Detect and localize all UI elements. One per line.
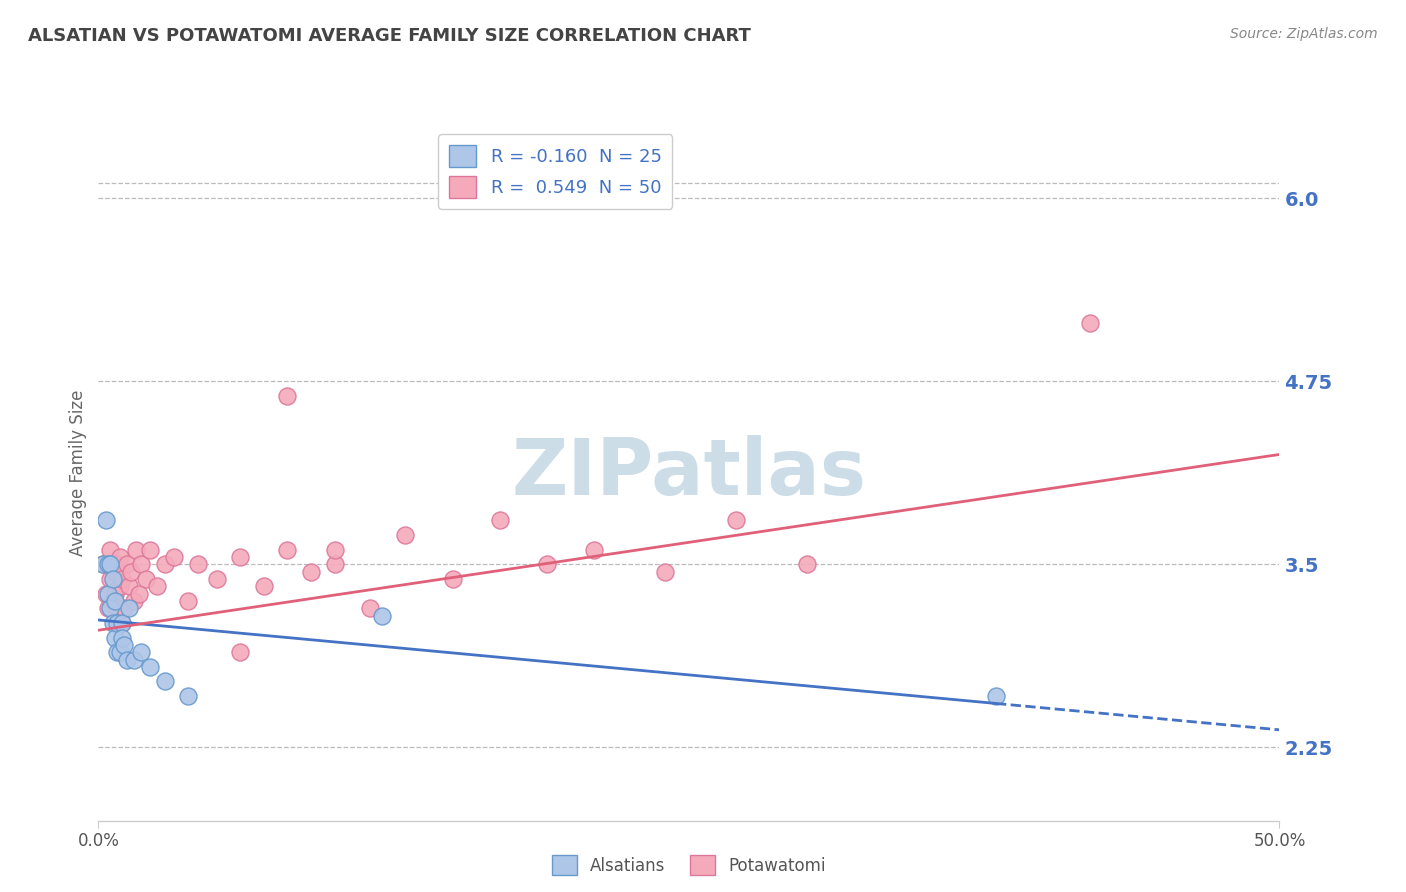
- Point: [91, 558, 114, 572]
- Point: [229, 549, 252, 564]
- Point: [108, 579, 131, 593]
- Point: [187, 558, 209, 572]
- Point: [583, 542, 606, 557]
- Point: [125, 542, 148, 557]
- Point: [276, 389, 298, 403]
- Point: [205, 572, 228, 586]
- Point: [94, 513, 117, 527]
- Y-axis label: Average Family Size: Average Family Size: [69, 390, 87, 556]
- Text: Source: ZipAtlas.com: Source: ZipAtlas.com: [1230, 27, 1378, 41]
- Legend: Alsatians, Potawatomi: Alsatians, Potawatomi: [546, 848, 832, 882]
- Point: [135, 572, 157, 586]
- Point: [91, 558, 114, 572]
- Point: [229, 645, 252, 659]
- Point: [323, 558, 346, 572]
- Point: [111, 572, 134, 586]
- Point: [359, 601, 381, 615]
- Point: [122, 652, 145, 666]
- Point: [654, 565, 676, 579]
- Point: [101, 558, 124, 572]
- Point: [984, 689, 1007, 703]
- Point: [1080, 316, 1102, 330]
- Point: [153, 558, 176, 572]
- Point: [104, 631, 127, 645]
- Point: [104, 594, 127, 608]
- Point: [299, 565, 322, 579]
- Point: [139, 660, 162, 674]
- Point: [115, 558, 138, 572]
- Point: [104, 565, 127, 579]
- Point: [153, 674, 176, 689]
- Point: [104, 586, 127, 600]
- Point: [98, 542, 121, 557]
- Point: [105, 601, 128, 615]
- Point: [489, 513, 512, 527]
- Point: [129, 558, 152, 572]
- Point: [163, 549, 186, 564]
- Point: [98, 601, 121, 615]
- Point: [108, 549, 131, 564]
- Text: ZIPatlas: ZIPatlas: [512, 434, 866, 511]
- Point: [105, 615, 128, 630]
- Point: [98, 572, 121, 586]
- Point: [725, 513, 748, 527]
- Point: [98, 558, 121, 572]
- Point: [128, 586, 150, 600]
- Point: [276, 542, 298, 557]
- Point: [129, 645, 152, 659]
- Point: [108, 645, 131, 659]
- Text: ALSATIAN VS POTAWATOMI AVERAGE FAMILY SIZE CORRELATION CHART: ALSATIAN VS POTAWATOMI AVERAGE FAMILY SI…: [28, 27, 751, 45]
- Point: [177, 689, 200, 703]
- Point: [111, 615, 134, 630]
- Point: [441, 572, 464, 586]
- Point: [111, 631, 134, 645]
- Point: [536, 558, 558, 572]
- Point: [118, 601, 141, 615]
- Point: [139, 542, 162, 557]
- Point: [253, 579, 276, 593]
- Point: [105, 558, 128, 572]
- Point: [101, 572, 124, 586]
- Point: [394, 528, 416, 542]
- Point: [111, 615, 134, 630]
- Point: [796, 558, 818, 572]
- Point: [105, 645, 128, 659]
- Point: [115, 652, 138, 666]
- Point: [97, 558, 120, 572]
- Point: [97, 558, 120, 572]
- Point: [122, 594, 145, 608]
- Point: [118, 579, 141, 593]
- Point: [97, 601, 120, 615]
- Point: [146, 579, 169, 593]
- Point: [97, 586, 120, 600]
- Point: [101, 594, 124, 608]
- Point: [177, 594, 200, 608]
- Point: [112, 601, 135, 615]
- Point: [94, 586, 117, 600]
- Point: [371, 608, 394, 623]
- Point: [101, 615, 124, 630]
- Point: [121, 565, 143, 579]
- Point: [323, 542, 346, 557]
- Point: [112, 638, 135, 652]
